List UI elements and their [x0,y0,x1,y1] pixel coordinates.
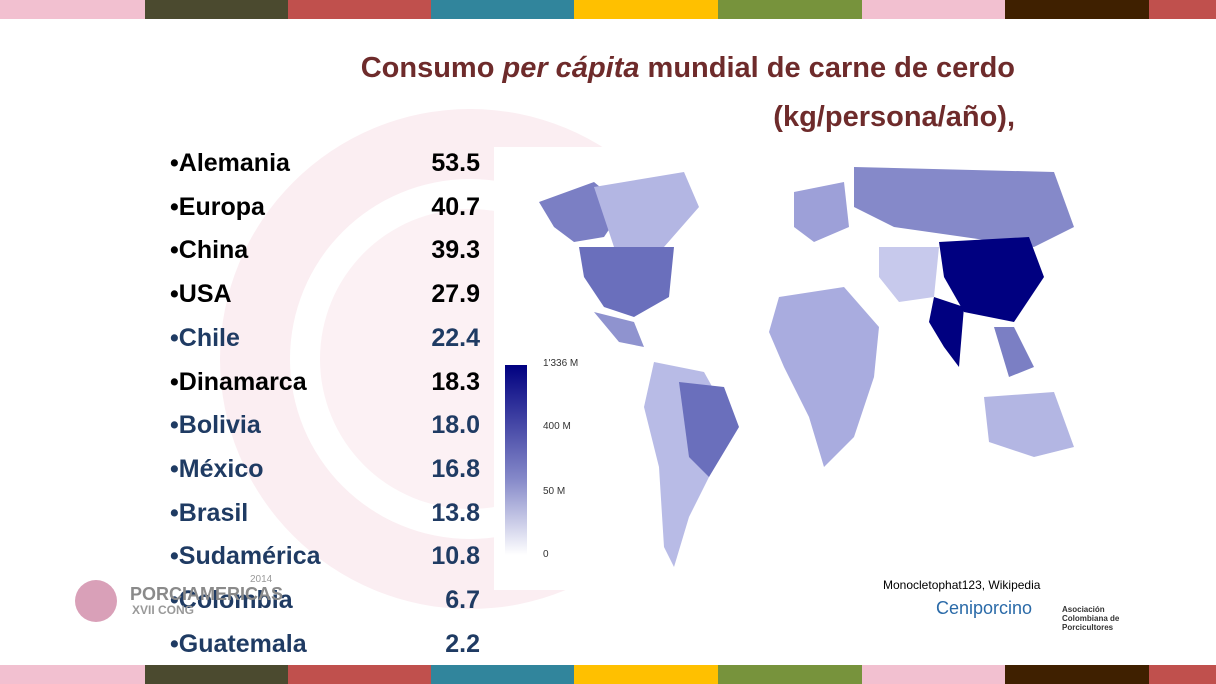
item-value: 39.3 [431,236,480,265]
item-name: Bolivia [170,411,261,439]
list-row: China 39.3 [170,230,480,270]
legend-label: 400 M [543,421,571,432]
item-value: 53.5 [431,149,480,177]
bottom-stripe [0,665,1216,684]
top-stripe [0,0,1216,19]
list-row: Colombia 6.7 [170,580,480,620]
list-row: Guatemala 2.2 [170,624,480,664]
title-line2: (kg/persona/año), [773,101,1015,133]
item-value: 18.0 [431,411,480,440]
item-value: 13.8 [431,498,480,527]
list-row: Dinamarca 18.3 [170,362,480,402]
item-name: Chile [170,324,240,352]
map-credit: Monocletophat123, Wikipedia [883,578,1041,592]
item-value: 40.7 [431,192,480,221]
item-value: 2.2 [445,629,480,658]
logo-left-sub: XVII CONG [132,603,195,617]
item-name: Alemania [170,149,290,177]
item-name: USA [170,280,232,308]
list-row: Chile 22.4 [170,318,480,358]
item-name: Europa [170,193,265,221]
title-line1: Consumo per cápita mundial de carne de c… [360,52,1015,84]
item-name: Brasil [170,499,248,527]
legend-label: 1'336 M [543,358,579,369]
item-value: 16.8 [431,454,480,483]
logo-left-year: 2014 [250,574,273,585]
logo-ceniporcino: Ceniporcino [936,598,1033,618]
item-value: 10.8 [431,542,480,571]
list-row: Bolivia 18.0 [170,405,480,445]
item-name: Guatemala [170,630,307,658]
logo-left-icon [75,580,117,622]
item-name: Dinamarca [170,368,307,396]
item-value: 22.4 [431,323,480,352]
item-value: 18.3 [431,367,480,396]
item-value: 6.7 [445,586,480,614]
legend-label: 50 M [543,486,566,497]
item-name: México [170,455,264,483]
list-row: México 16.8 [170,449,480,489]
item-value: 27.9 [431,280,480,309]
list-row: Sudamérica 10.8 [170,536,480,576]
list-row: Alemania 53.5 [170,143,480,183]
logo-asociacion: Asociación Colombiana de Porcicultores [1062,605,1120,632]
logo-left: PORCIAMERICAS [130,584,284,604]
item-name: China [170,236,248,264]
item-name: Sudamérica [170,542,321,570]
list-row: Brasil 13.8 [170,493,480,533]
list-row: Europa 40.7 [170,187,480,227]
legend-label: 0 [543,549,549,560]
world-map [494,147,1088,590]
item-name: Colombia [170,586,293,614]
list-row: USA 27.9 [170,274,480,314]
